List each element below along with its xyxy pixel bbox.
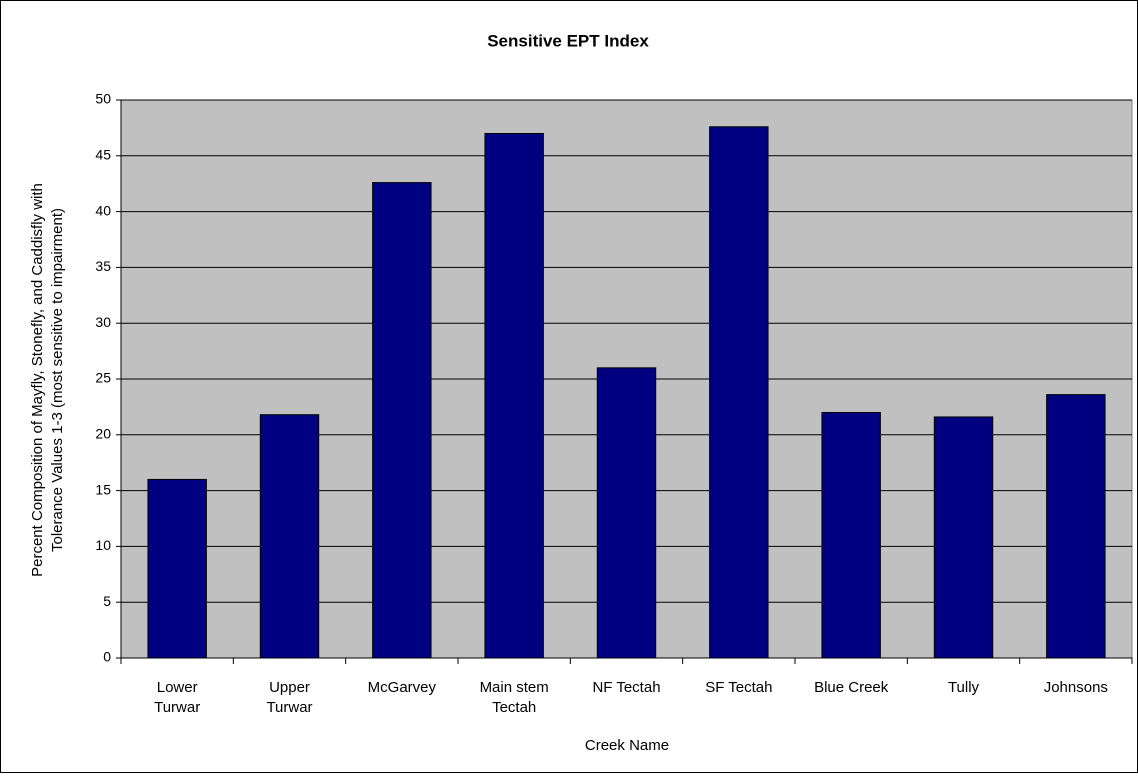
x-tick-label: Tully (948, 679, 980, 696)
x-tick-label: NF Tectah (592, 679, 660, 696)
bar (1046, 394, 1106, 659)
y-axis-label: Percent Composition of Mayfly, Stonefly,… (29, 183, 66, 577)
bar (372, 182, 432, 659)
bar (933, 416, 994, 659)
y-tick-label: 35 (95, 258, 111, 274)
y-tick-label: 15 (95, 481, 111, 497)
bar (596, 367, 657, 659)
bar (147, 478, 207, 659)
chart-title: Sensitive EPT Index (487, 31, 649, 50)
bar (709, 126, 769, 659)
y-tick-label: 50 (95, 91, 111, 107)
bar (484, 132, 544, 659)
x-tick-label: Upper Turwar (266, 679, 312, 716)
x-tick-label: Blue Creek (814, 679, 889, 696)
y-tick-label: 40 (95, 202, 111, 218)
x-axis-label: Creek Name (585, 737, 669, 754)
bar (821, 411, 881, 659)
x-tick-label: Main stem Tectah (480, 679, 549, 716)
y-tick-label: 30 (95, 314, 111, 330)
y-tick-label: 5 (103, 593, 111, 609)
y-tick-label: 10 (95, 537, 111, 553)
x-tick-label: SF Tectah (705, 679, 772, 696)
y-tick-label: 45 (95, 147, 111, 163)
x-tick-label: Johnsons (1044, 679, 1108, 696)
y-tick-label: 20 (95, 426, 111, 442)
x-tick-label: Lower Turwar (154, 679, 200, 716)
x-tick-label: McGarvey (368, 679, 437, 696)
y-tick-label: 25 (95, 370, 111, 386)
y-tick-label: 0 (103, 649, 111, 665)
bar (259, 414, 320, 659)
